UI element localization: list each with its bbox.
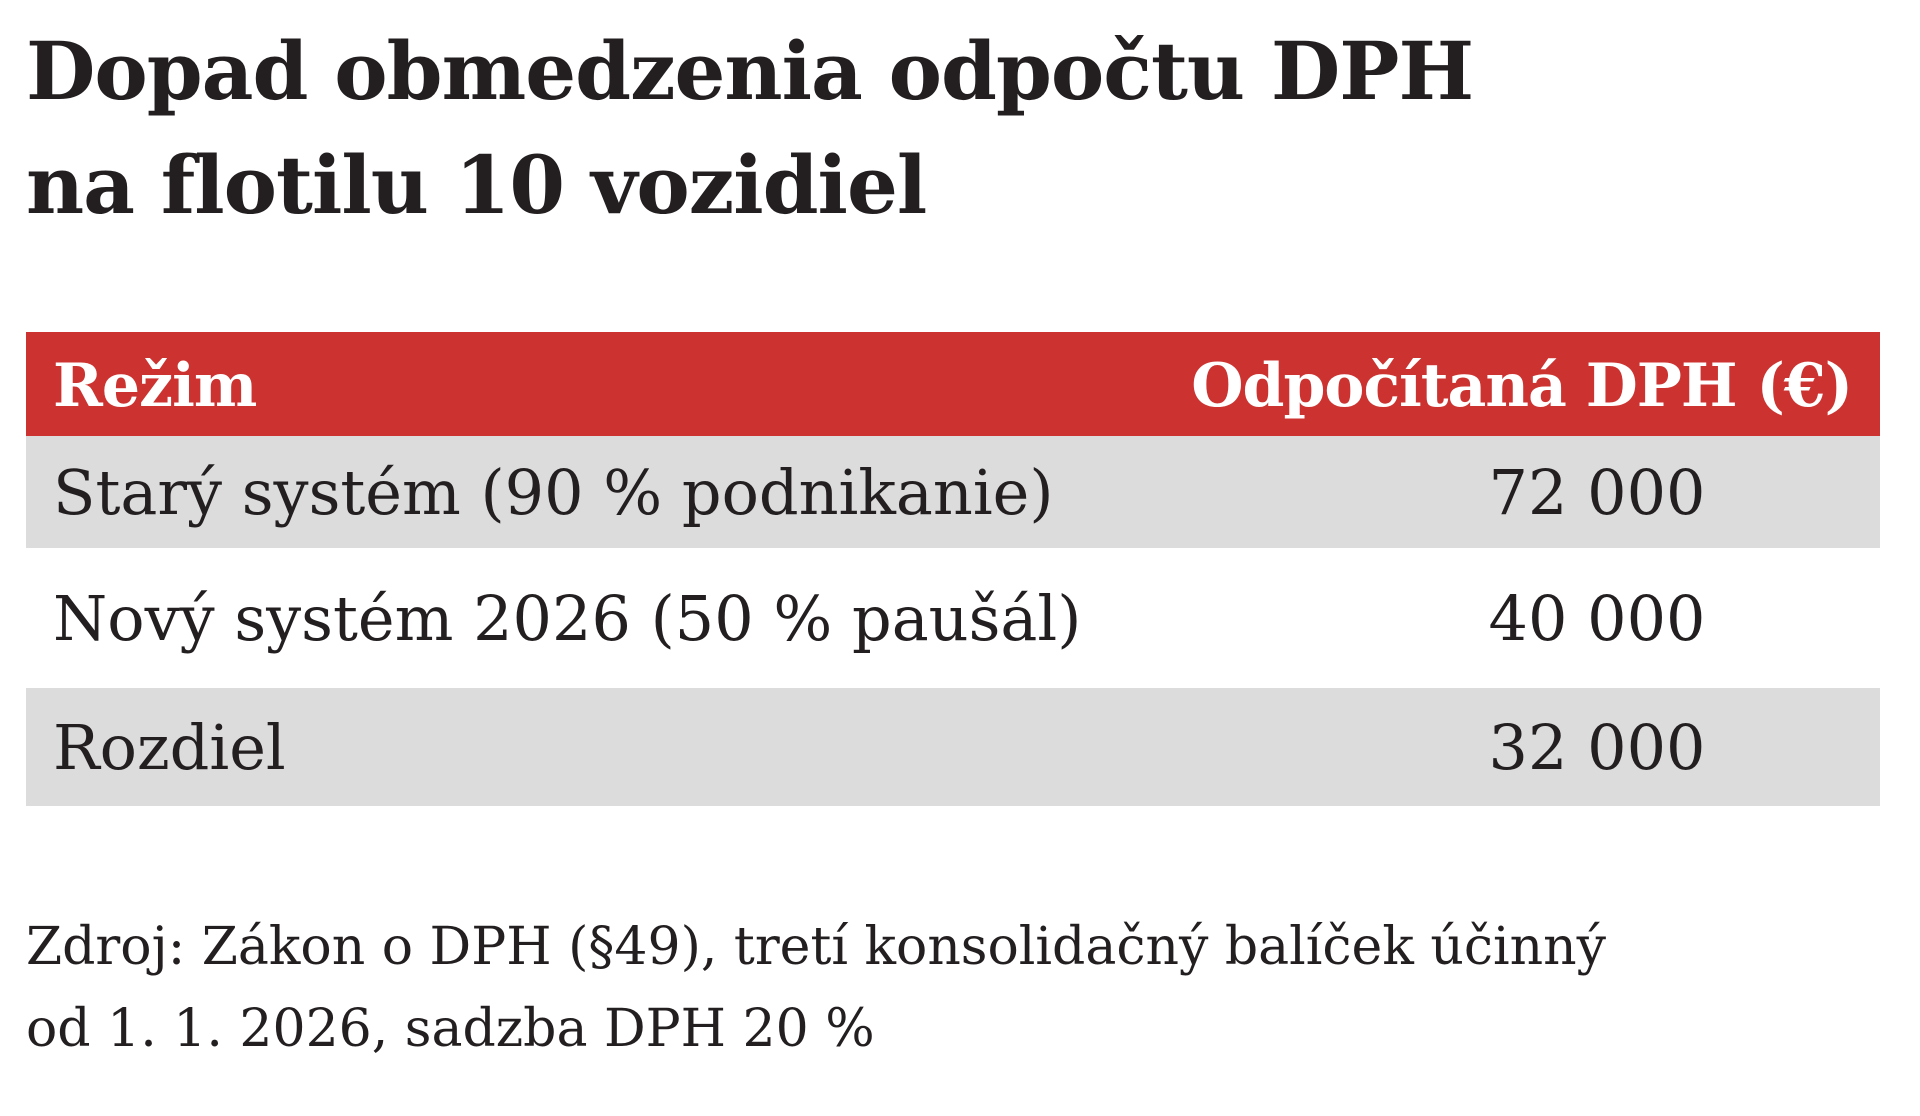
page-title: Dopad obmedzenia odpočtu DPH na flotilu … bbox=[26, 14, 1826, 242]
row-value: 72 000 bbox=[1488, 455, 1706, 529]
table-row: Nový systém 2026 (50 % paušál) 40 000 bbox=[26, 548, 1880, 688]
vat-comparison-table: Režim Odpočítaná DPH (€) Starý systém (9… bbox=[26, 332, 1880, 806]
row-label: Nový systém 2026 (50 % paušál) bbox=[53, 581, 1082, 655]
header-deducted-vat: Odpočítaná DPH (€) bbox=[1191, 351, 1853, 421]
row-label: Rozdiel bbox=[53, 710, 286, 784]
row-value: 40 000 bbox=[1488, 581, 1706, 655]
table-row: Rozdiel 32 000 bbox=[26, 688, 1880, 806]
title-line-1: Dopad obmedzenia odpočtu DPH bbox=[26, 24, 1474, 118]
header-regime: Režim bbox=[53, 351, 257, 421]
table-header-row: Režim Odpočítaná DPH (€) bbox=[26, 332, 1880, 436]
row-label: Starý systém (90 % podnikanie) bbox=[53, 455, 1054, 529]
table-row: Starý systém (90 % podnikanie) 72 000 bbox=[26, 436, 1880, 548]
source-note: Zdroj: Zákon o DPH (§49), tretí konsolid… bbox=[26, 906, 1826, 1070]
source-line-1: Zdroj: Zákon o DPH (§49), tretí konsolid… bbox=[26, 917, 1606, 977]
title-line-2: na flotilu 10 vozidiel bbox=[26, 138, 927, 232]
row-value: 32 000 bbox=[1488, 710, 1706, 784]
source-line-2: od 1. 1. 2026, sadzba DPH 20 % bbox=[26, 999, 875, 1059]
